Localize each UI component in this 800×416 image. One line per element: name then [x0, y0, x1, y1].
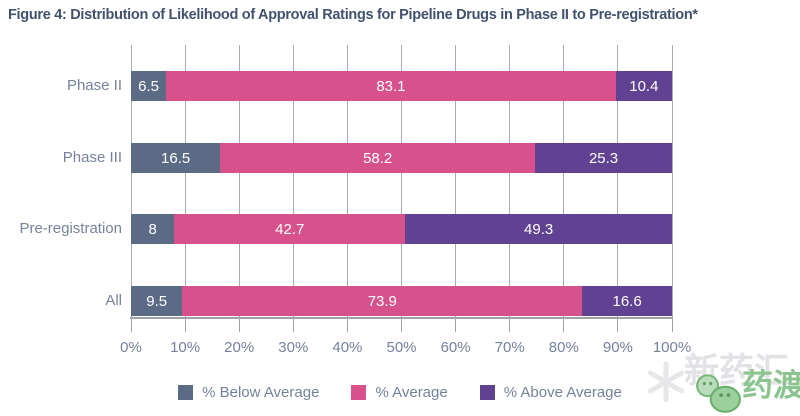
- bar-segment: 73.9: [182, 286, 583, 316]
- bar-segment: 25.3: [535, 143, 672, 173]
- x-tick-label-3: 30%: [278, 339, 309, 356]
- x-tick-label-2: 20%: [224, 339, 255, 356]
- legend-swatch: [178, 385, 194, 400]
- category-label-3: All: [105, 292, 122, 309]
- x-tick-label-8: 80%: [548, 339, 579, 356]
- bar-segment: 42.7: [174, 214, 406, 244]
- category-label-1: Phase III: [62, 149, 122, 166]
- gridline-8: [563, 45, 565, 317]
- x-axis-line: [130, 317, 673, 319]
- x-tick-label-6: 60%: [440, 339, 471, 356]
- axis-tick-9: [617, 319, 619, 332]
- bar-segment: 58.2: [220, 143, 536, 173]
- axis-tick-4: [346, 319, 348, 332]
- yaodu-logo-icon: [696, 374, 741, 413]
- bar-segment: 6.5: [131, 71, 167, 101]
- axis-tick-3: [292, 319, 294, 332]
- axis-tick-10: [671, 319, 673, 332]
- gridline-2: [238, 45, 240, 317]
- watermark: 新药汇 药渡: [644, 352, 800, 416]
- bar-segment: 16.5: [131, 143, 221, 173]
- plot-area: 0% 10% 20% 30% 40% 50% 60% 70% 80% 90% 100% Phase I…: [19, 45, 691, 356]
- x-tick-label-4: 40%: [332, 339, 363, 356]
- legend-label: % Below Average: [202, 384, 320, 401]
- legend-swatch: [479, 385, 495, 400]
- watermark-star-icon: [647, 362, 685, 402]
- bar-segment: 83.1: [166, 71, 616, 101]
- axis-tick-0: [130, 319, 132, 332]
- legend-item-2: % Above Average: [479, 384, 622, 401]
- gridline-9: [617, 45, 619, 317]
- x-tick-label-0: 0%: [120, 339, 142, 356]
- figure-title: Figure 4: Distribution of Likelihood of …: [8, 7, 698, 23]
- bar-segment: 16.6: [582, 286, 672, 316]
- legend-label: % Above Average: [503, 384, 622, 401]
- x-tick-label-9: 90%: [602, 339, 633, 356]
- gridline-1: [184, 45, 186, 317]
- watermark-brand-text: 药渡: [742, 368, 800, 403]
- bar-segment: 10.4: [615, 71, 672, 101]
- x-tick-label-10: 100%: [652, 339, 692, 356]
- gridline-5: [401, 45, 402, 317]
- axis-tick-1: [184, 319, 186, 332]
- axis-tick-8: [563, 319, 565, 332]
- x-tick-label-7: 70%: [494, 339, 525, 356]
- bar-segment: 49.3: [405, 214, 672, 244]
- legend-swatch: [351, 385, 367, 400]
- category-label-0: Phase II: [66, 77, 122, 94]
- axis-tick-2: [238, 319, 240, 332]
- gridline-3: [292, 45, 294, 317]
- legend: % Below Average % Average % Above Average: [0, 384, 800, 401]
- gridline-6: [455, 45, 457, 317]
- bar-segment: 8: [131, 214, 175, 244]
- x-tick-label-5: 50%: [386, 339, 417, 356]
- legend-item-0: % Below Average: [178, 384, 319, 401]
- axis-tick-7: [509, 319, 511, 332]
- bar-segment: 9.5: [131, 286, 183, 316]
- legend-item-1: % Average: [351, 384, 448, 401]
- x-tick-label-1: 10%: [170, 339, 201, 356]
- axis-tick-5: [401, 319, 402, 332]
- gridline-10: [671, 45, 673, 317]
- gridline-0: [130, 45, 132, 317]
- legend-label: % Average: [375, 384, 448, 401]
- gridline-7: [509, 45, 511, 317]
- category-label-2: Pre-registration: [19, 220, 122, 237]
- gridline-4: [346, 45, 348, 317]
- axis-tick-6: [455, 319, 457, 332]
